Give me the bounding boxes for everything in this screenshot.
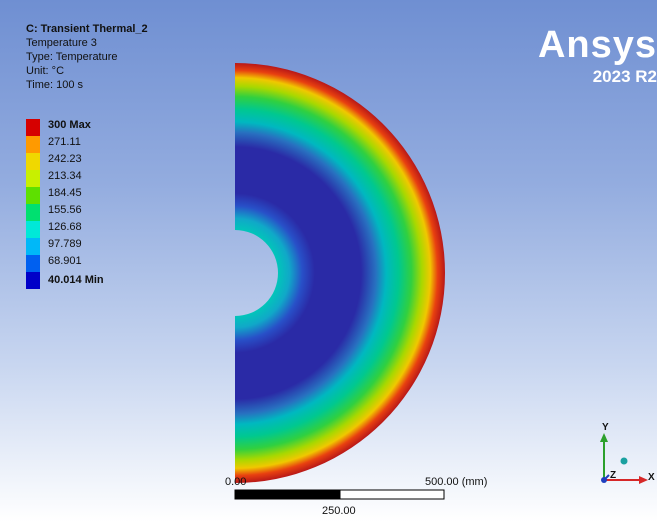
legend-label: 213.34 [48,170,82,182]
scale-bar [234,489,445,500]
legend-label: 97.789 [48,238,82,250]
scale-right-label: 500.00 (mm) [425,476,488,488]
legend-min-label: 40.014 Min [48,274,104,286]
result-type: Type: Temperature [26,51,118,63]
legend-max-label: 300 Max [48,119,91,131]
legend-swatch [26,153,40,170]
result-unit: Unit: °C [26,65,65,77]
legend-label: 271.11 [48,136,81,148]
legend-label: 242.23 [48,153,82,165]
legend-label: 126.68 [48,221,82,233]
triad-z-label: Z [610,470,617,481]
legend-swatch [26,136,40,153]
legend-swatch [26,238,40,255]
result-name: Temperature 3 [26,37,97,49]
triad-x-label: X [648,472,655,483]
result-title: C: Transient Thermal_2 [26,23,148,35]
legend-swatch [26,255,40,272]
ansys-logo: Ansys 2023 R2 [538,26,657,88]
legend-swatch [26,272,40,289]
result-info: C: Transient Thermal_2 Temperature 3 Typ… [26,22,148,92]
model-half-ring [235,63,445,483]
legend-label: 68.901 [48,255,82,267]
legend-label: 155.56 [48,204,82,216]
legend-swatch [26,187,40,204]
legend-swatch [26,170,40,187]
triad-y-label: Y [602,422,609,433]
logo-version: 2023 R2 [592,67,657,86]
logo-brand: Ansys [537,24,657,66]
legend-label: 184.45 [48,187,82,199]
scale-left-label: 0.00 [225,476,247,488]
scale-middle-label: 250.00 [322,505,356,517]
legend-swatch [26,204,40,221]
result-time: Time: 100 s [26,79,84,91]
legend-swatch [26,119,40,136]
coordinate-triad-icon [600,433,648,484]
legend-swatch [26,221,40,238]
